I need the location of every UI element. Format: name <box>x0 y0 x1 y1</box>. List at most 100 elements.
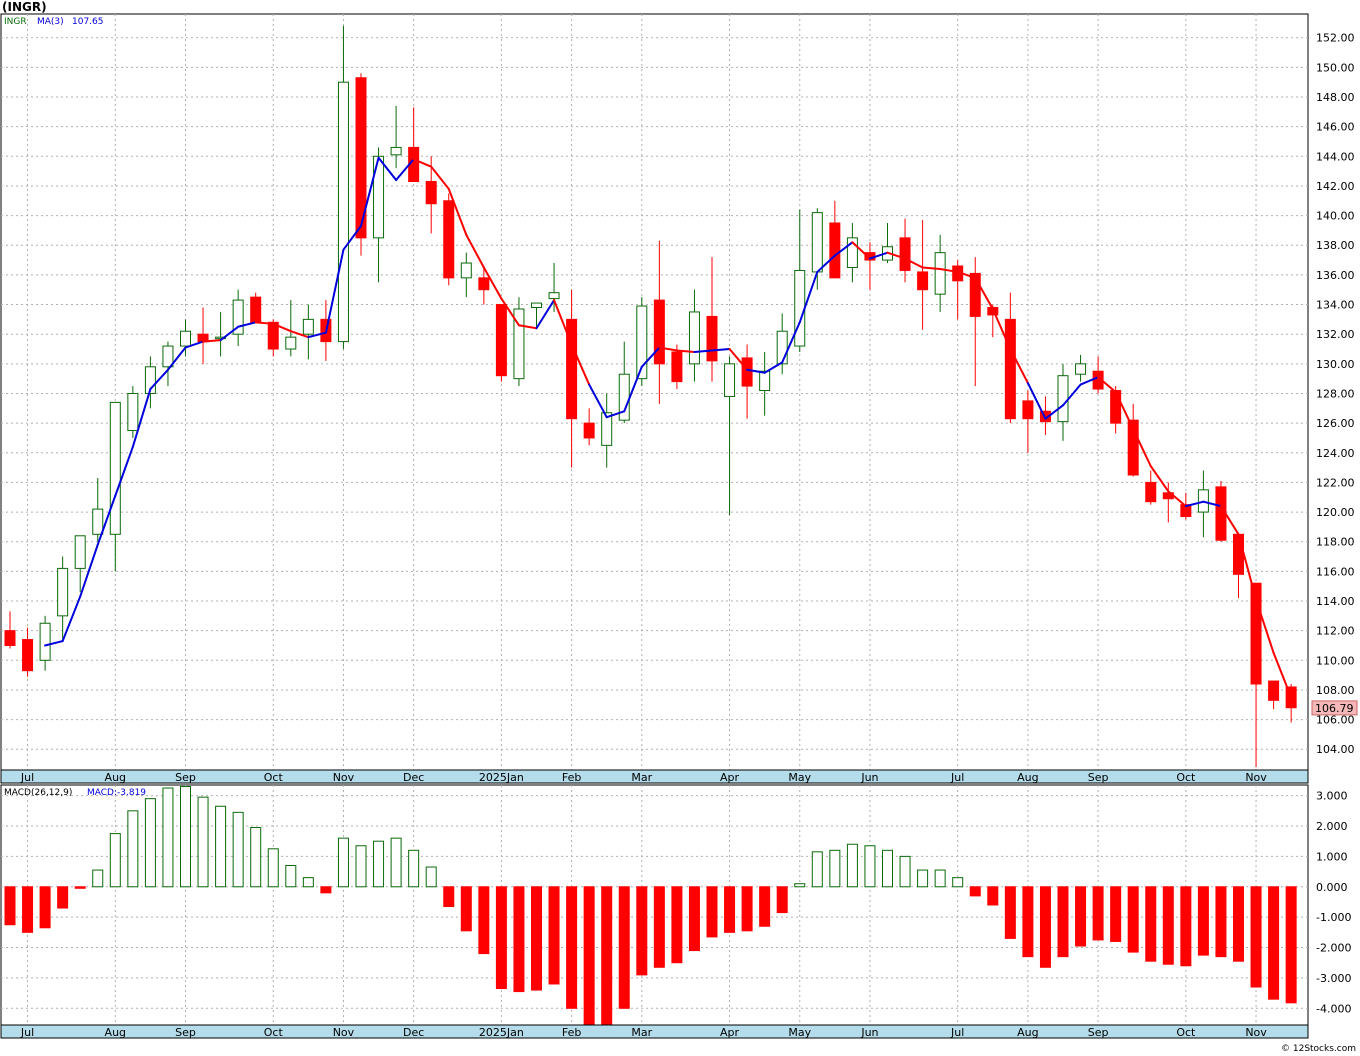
candle <box>671 344 683 390</box>
candle <box>180 319 191 357</box>
price-tick-label: 152.00 <box>1316 32 1355 45</box>
month-label: May <box>788 1026 811 1039</box>
macd-tick-label: 2.000 <box>1316 820 1348 833</box>
price-tick-label: 104.00 <box>1316 743 1355 756</box>
candle-body <box>531 302 542 309</box>
price-tick-label: 122.00 <box>1316 476 1355 489</box>
month-label: Aug <box>105 1026 126 1039</box>
candle-body <box>899 237 911 271</box>
ma-segment <box>342 224 362 251</box>
candle <box>425 156 437 234</box>
ma-legend-value: 107.65 <box>72 17 104 27</box>
price-tick-label: 110.00 <box>1316 654 1355 667</box>
price-grid <box>1 14 1308 770</box>
candle <box>267 319 279 357</box>
ma-segment <box>237 321 257 328</box>
candle-body <box>425 181 437 205</box>
month-label: Jul <box>20 1026 34 1039</box>
ma-segment <box>1097 376 1117 393</box>
macd-bar <box>882 849 893 888</box>
candle <box>917 220 929 330</box>
month-label: May <box>788 771 811 784</box>
price-panel: 104.00 106.00 108.00 110.00 112.00 114.00 116.… <box>0 13 1358 771</box>
ma-segment <box>605 410 626 419</box>
ma-segment <box>868 251 889 260</box>
macd-tick-label: 1.000 <box>1316 850 1348 863</box>
macd-bar <box>1250 886 1262 988</box>
macd-bar <box>1127 886 1139 953</box>
candle-body <box>495 304 507 377</box>
candle-body <box>22 639 34 672</box>
ma-segment <box>675 349 696 353</box>
last-price-tag: 106.79 <box>1311 700 1358 716</box>
macd-bar <box>566 886 578 1009</box>
candle <box>1145 470 1157 505</box>
candle-body <box>671 351 683 383</box>
macd-bar <box>1145 886 1157 962</box>
ma-segment <box>1255 598 1275 654</box>
macd-bar <box>144 798 156 888</box>
month-label: Oct <box>1176 771 1196 784</box>
last-price-box <box>1311 700 1358 716</box>
month-label: Sep <box>1088 1026 1109 1039</box>
macd-bar <box>232 811 244 888</box>
ma-segment <box>412 158 433 168</box>
ma-segment <box>517 324 538 330</box>
candle <box>829 200 841 279</box>
candle-body <box>724 363 736 397</box>
candle <box>934 234 946 312</box>
candle-body <box>355 77 367 239</box>
month-label: Sep <box>175 771 196 784</box>
month-label: Aug <box>1017 1026 1038 1039</box>
candle-body <box>688 311 700 365</box>
candle-body <box>917 271 929 291</box>
macd-axis: 3.000 2.000 1.000 0.000 -1.000 -2.000 -3.000 -4… <box>1316 790 1351 1016</box>
macd-bar <box>653 886 665 968</box>
candle-body <box>109 401 121 535</box>
ma-segment <box>324 248 345 334</box>
candle-body <box>1127 419 1139 476</box>
price-tick-label: 108.00 <box>1316 684 1355 697</box>
candle-body <box>74 535 86 569</box>
macd-bar <box>741 886 753 932</box>
price-plot-area <box>0 13 1309 771</box>
candle <box>74 535 86 593</box>
candle <box>1268 680 1280 710</box>
macd-bar <box>1057 886 1069 958</box>
price-tick-label: 146.00 <box>1316 121 1355 134</box>
macd-bar <box>4 886 16 926</box>
month-label: 2025Jan <box>479 771 524 784</box>
macd-histogram <box>4 786 1297 1026</box>
ma-segment <box>640 346 661 368</box>
candle <box>4 611 16 649</box>
ma-segment <box>974 276 994 310</box>
price-date-axis <box>0 769 1309 784</box>
ma-segment <box>588 383 608 419</box>
candle <box>846 223 858 283</box>
ma-segment <box>1009 348 1029 385</box>
candle-body <box>478 277 490 291</box>
candle-body <box>460 262 472 279</box>
ma-segment <box>781 321 801 364</box>
macd-tick-label: -4.000 <box>1316 1002 1351 1015</box>
macd-bar <box>390 837 402 888</box>
price-tick-label: 120.00 <box>1316 506 1355 519</box>
candle-body <box>302 318 314 335</box>
candle-body <box>846 237 858 268</box>
candle-body <box>601 412 613 446</box>
macd-bar <box>1022 886 1034 958</box>
month-label: Dec <box>403 1026 424 1039</box>
candle-body <box>653 299 665 365</box>
month-label: Sep <box>1088 771 1109 784</box>
macd-bar <box>285 865 297 888</box>
ma-segment <box>254 321 275 325</box>
candle <box>39 615 51 671</box>
month-label: Jul <box>950 771 964 784</box>
price-tick-label: 114.00 <box>1316 595 1355 608</box>
macd-bar <box>531 886 542 991</box>
ma-segment <box>1132 428 1152 468</box>
month-label: Nov <box>333 771 355 784</box>
candle <box>759 351 771 416</box>
macd-bar <box>934 869 946 888</box>
month-label: Mar <box>631 1026 652 1039</box>
